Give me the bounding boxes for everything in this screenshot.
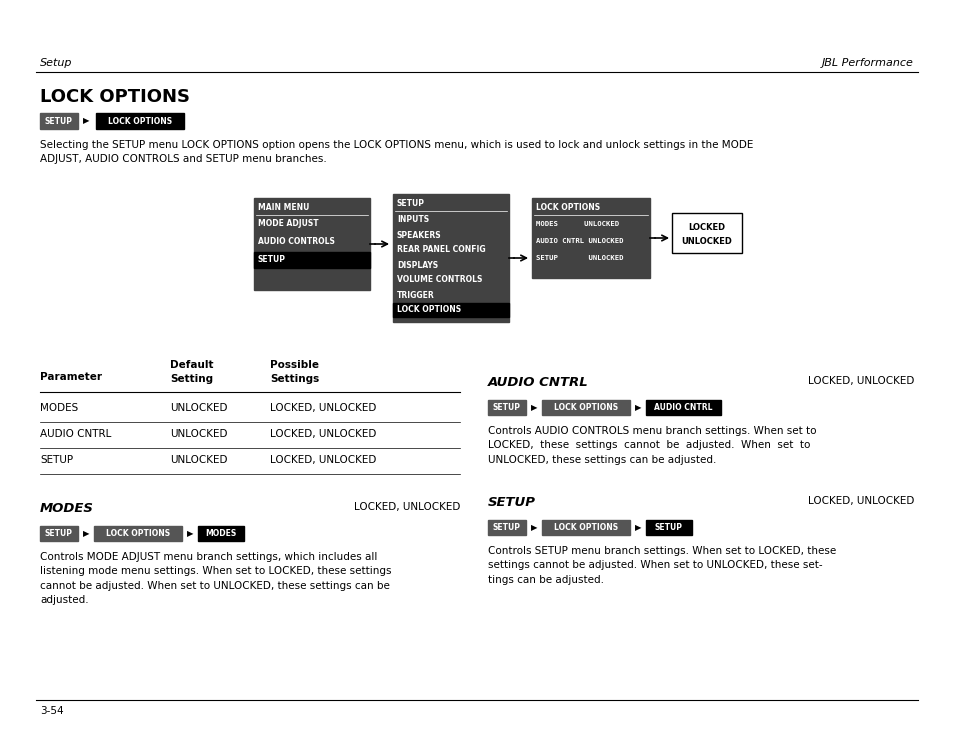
FancyBboxPatch shape xyxy=(645,520,691,535)
Text: MAIN MENU: MAIN MENU xyxy=(257,203,309,212)
FancyBboxPatch shape xyxy=(198,526,244,541)
Text: UNLOCKED: UNLOCKED xyxy=(170,455,227,465)
Text: SETUP: SETUP xyxy=(257,255,286,264)
FancyBboxPatch shape xyxy=(488,400,525,415)
Text: LOCKED, UNLOCKED: LOCKED, UNLOCKED xyxy=(270,403,376,413)
Text: SETUP: SETUP xyxy=(45,529,73,538)
Text: DISPLAYS: DISPLAYS xyxy=(396,261,437,269)
Text: SPEAKERS: SPEAKERS xyxy=(396,230,441,240)
Text: AUDIO CONTROLS: AUDIO CONTROLS xyxy=(257,238,335,246)
Text: SETUP: SETUP xyxy=(655,523,682,532)
Text: LOCK OPTIONS: LOCK OPTIONS xyxy=(106,529,170,538)
Text: LOCKED, UNLOCKED: LOCKED, UNLOCKED xyxy=(807,376,913,386)
Text: SETUP: SETUP xyxy=(493,403,520,412)
Text: MODES: MODES xyxy=(205,529,236,538)
Text: SETUP: SETUP xyxy=(40,455,73,465)
FancyBboxPatch shape xyxy=(253,252,370,268)
Text: Controls MODE ADJUST menu branch settings, which includes all
listening mode men: Controls MODE ADJUST menu branch setting… xyxy=(40,552,391,605)
Text: MODES      UNLOCKED: MODES UNLOCKED xyxy=(536,221,618,227)
Text: UNLOCKED: UNLOCKED xyxy=(170,403,227,413)
Text: ▶: ▶ xyxy=(634,403,640,412)
Text: AUDIO CNTRL: AUDIO CNTRL xyxy=(488,376,588,389)
FancyBboxPatch shape xyxy=(393,303,509,317)
FancyBboxPatch shape xyxy=(40,113,78,129)
Text: UNLOCKED: UNLOCKED xyxy=(170,429,227,439)
Text: LOCKED, UNLOCKED: LOCKED, UNLOCKED xyxy=(807,496,913,506)
Text: REAR PANEL CONFIG: REAR PANEL CONFIG xyxy=(396,246,485,255)
Text: INPUTS: INPUTS xyxy=(396,215,429,224)
Text: VOLUME CONTROLS: VOLUME CONTROLS xyxy=(396,275,482,285)
Text: MODES: MODES xyxy=(40,502,93,515)
Text: Selecting the SETUP menu LOCK OPTIONS option opens the LOCK OPTIONS menu, which : Selecting the SETUP menu LOCK OPTIONS op… xyxy=(40,140,753,164)
Text: ▶: ▶ xyxy=(530,403,537,412)
FancyBboxPatch shape xyxy=(541,520,629,535)
Text: LOCK OPTIONS: LOCK OPTIONS xyxy=(536,203,599,212)
Text: SETUP: SETUP xyxy=(396,199,424,208)
Text: AUDIO CNTRL: AUDIO CNTRL xyxy=(654,403,712,412)
FancyBboxPatch shape xyxy=(532,198,649,278)
FancyBboxPatch shape xyxy=(96,113,184,129)
Text: ▶: ▶ xyxy=(530,523,537,532)
Text: ▶: ▶ xyxy=(634,523,640,532)
Text: LOCKED, UNLOCKED: LOCKED, UNLOCKED xyxy=(354,502,459,512)
Text: LOCK OPTIONS: LOCK OPTIONS xyxy=(108,117,172,125)
Text: SETUP: SETUP xyxy=(45,117,73,125)
FancyBboxPatch shape xyxy=(393,194,509,322)
FancyBboxPatch shape xyxy=(671,213,741,253)
Text: Default: Default xyxy=(170,360,213,370)
Text: Controls SETUP menu branch settings. When set to LOCKED, these
settings cannot b: Controls SETUP menu branch settings. Whe… xyxy=(488,546,836,584)
Text: Controls AUDIO CONTROLS menu branch settings. When set to
LOCKED,  these  settin: Controls AUDIO CONTROLS menu branch sett… xyxy=(488,426,816,465)
Text: LOCK OPTIONS: LOCK OPTIONS xyxy=(396,306,460,314)
FancyBboxPatch shape xyxy=(488,520,525,535)
Text: LOCKED: LOCKED xyxy=(688,222,725,232)
Text: Possible: Possible xyxy=(270,360,318,370)
FancyBboxPatch shape xyxy=(541,400,629,415)
Text: Parameter: Parameter xyxy=(40,372,102,382)
Text: LOCKED, UNLOCKED: LOCKED, UNLOCKED xyxy=(270,455,376,465)
Text: AUDIO CNTRL: AUDIO CNTRL xyxy=(40,429,112,439)
Text: Setting: Setting xyxy=(170,374,213,384)
Text: ▶: ▶ xyxy=(83,117,90,125)
Text: LOCK OPTIONS: LOCK OPTIONS xyxy=(554,523,618,532)
Text: AUDIO CNTRL UNLOCKED: AUDIO CNTRL UNLOCKED xyxy=(536,238,623,244)
Text: LOCK OPTIONS: LOCK OPTIONS xyxy=(40,88,190,106)
Text: SETUP: SETUP xyxy=(488,496,536,509)
FancyBboxPatch shape xyxy=(94,526,182,541)
Text: Settings: Settings xyxy=(270,374,319,384)
FancyBboxPatch shape xyxy=(253,198,370,290)
Text: ▶: ▶ xyxy=(83,529,90,538)
Text: Setup: Setup xyxy=(40,58,72,68)
FancyBboxPatch shape xyxy=(40,526,78,541)
Text: ▶: ▶ xyxy=(187,529,193,538)
Text: SETUP: SETUP xyxy=(493,523,520,532)
Text: LOCK OPTIONS: LOCK OPTIONS xyxy=(554,403,618,412)
Text: LOCKED, UNLOCKED: LOCKED, UNLOCKED xyxy=(270,429,376,439)
Text: MODES: MODES xyxy=(40,403,78,413)
FancyBboxPatch shape xyxy=(645,400,720,415)
Text: UNLOCKED: UNLOCKED xyxy=(680,236,732,246)
Text: JBL Performance: JBL Performance xyxy=(821,58,913,68)
Text: SETUP       UNLOCKED: SETUP UNLOCKED xyxy=(536,255,623,261)
Text: 3-54: 3-54 xyxy=(40,706,64,716)
Text: TRIGGER: TRIGGER xyxy=(396,291,435,300)
Text: MODE ADJUST: MODE ADJUST xyxy=(257,219,318,229)
